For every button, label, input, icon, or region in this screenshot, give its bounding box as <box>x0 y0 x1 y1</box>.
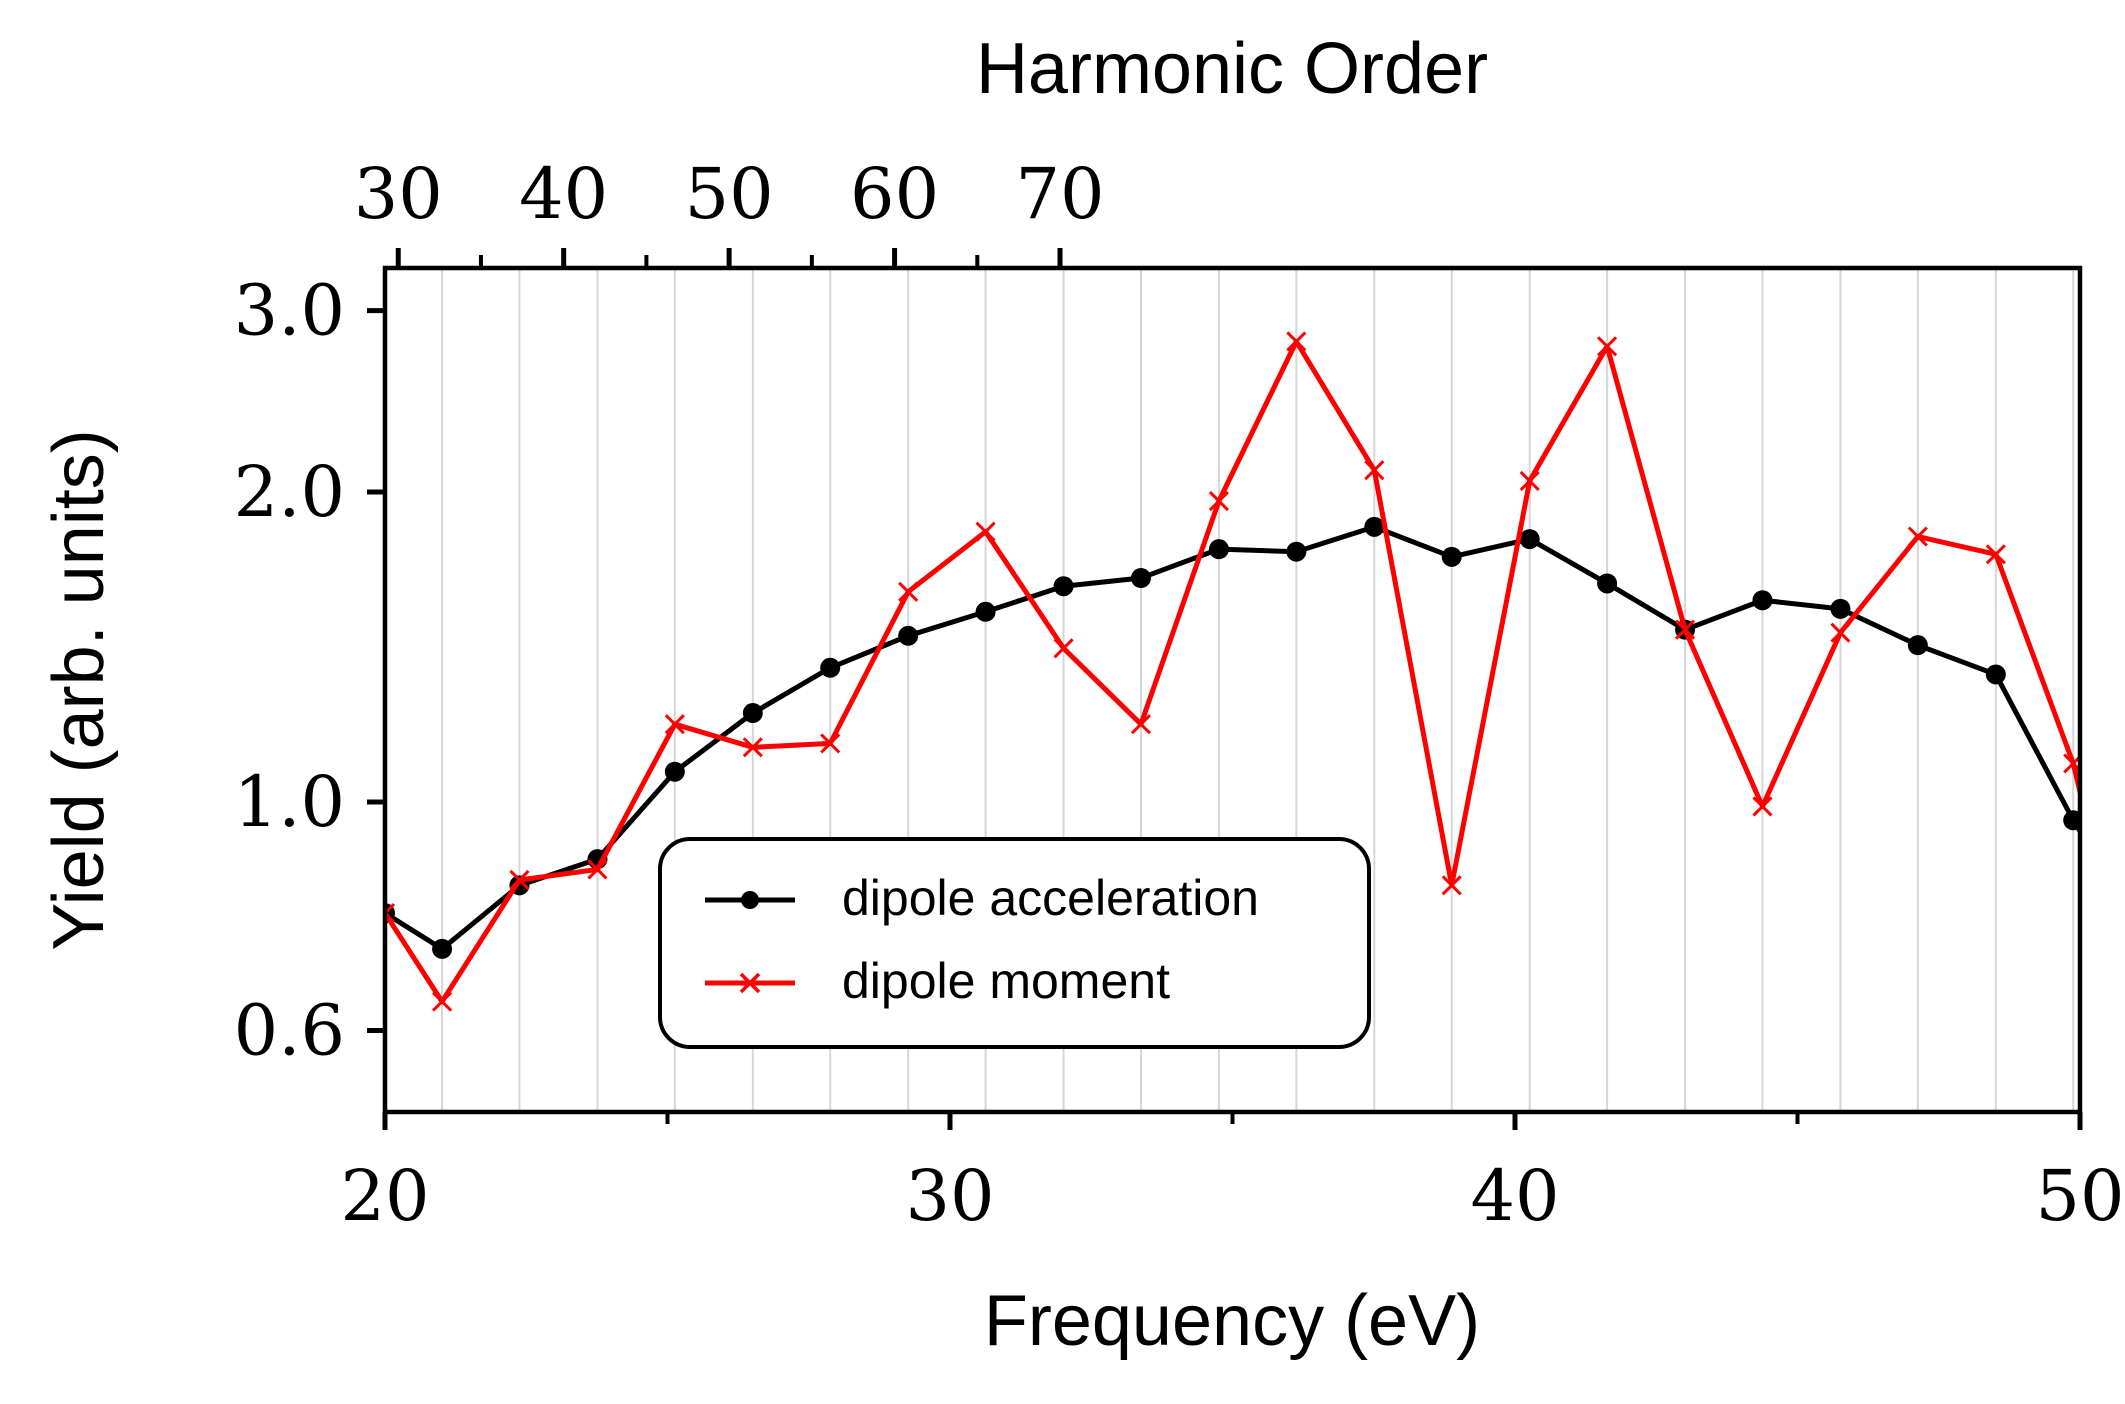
data-point-dipole-moment <box>587 859 608 880</box>
legend-label-dipole-moment: dipole moment <box>842 953 1170 1009</box>
data-point-dipole-moment <box>1752 796 1773 817</box>
data-point-dipole-moment <box>1441 875 1462 896</box>
x-tick-label: 30 <box>905 1155 994 1237</box>
data-point-dipole-moment <box>1985 544 2006 565</box>
data-point-dipole-acceleration <box>432 938 453 959</box>
top-tick-label: 60 <box>850 153 939 235</box>
x-tick-label: 50 <box>2035 1155 2124 1237</box>
data-point-dipole-moment <box>1208 490 1230 512</box>
data-point-dipole-moment <box>1674 619 1696 640</box>
y-tick-label: 1.0 <box>234 761 345 843</box>
y-axis-label: Yield (arb. units) <box>39 429 119 951</box>
data-point-dipole-moment <box>1130 714 1152 735</box>
legend-label-dipole-acceleration: dipole acceleration <box>842 870 1259 926</box>
top-tick-label: 30 <box>354 153 443 235</box>
data-point-dipole-acceleration <box>898 625 919 646</box>
data-point-dipole-acceleration <box>1985 664 2006 685</box>
data-point-dipole-moment <box>975 521 996 542</box>
data-point-dipole-acceleration <box>1441 546 1462 567</box>
data-point-dipole-moment <box>509 869 530 891</box>
y-tick-label: 2.0 <box>234 451 345 533</box>
data-point-dipole-moment <box>1519 470 1540 491</box>
data-point-dipole-acceleration <box>1597 573 1618 594</box>
data-point-dipole-acceleration <box>1907 635 1928 656</box>
data-point-dipole-acceleration <box>742 703 763 724</box>
y-tick-label: 3.0 <box>234 270 345 352</box>
data-point-dipole-moment <box>1053 638 1074 659</box>
top-tick-label: 40 <box>519 153 608 235</box>
data-point-dipole-moment <box>1597 336 1618 357</box>
grid-lines <box>441 268 2075 1112</box>
legend: dipole acceleration dipole moment <box>658 837 1371 1049</box>
data-point-dipole-acceleration <box>1286 541 1307 562</box>
data-point-dipole-acceleration <box>1830 598 1851 619</box>
data-point-dipole-moment <box>385 903 396 924</box>
legend-marker-dipole-acceleration <box>741 891 759 909</box>
data-point-dipole-acceleration <box>664 761 685 782</box>
data-point-dipole-acceleration <box>1752 590 1773 611</box>
data-point-dipole-acceleration <box>1364 516 1385 537</box>
data-point-dipole-moment <box>432 991 453 1012</box>
data-point-dipole-acceleration <box>1519 529 1540 550</box>
series-line-dipole-moment <box>385 338 2080 1005</box>
x-axis-label: Frequency (eV) <box>984 1281 1480 1361</box>
top-tick-label: 50 <box>685 153 774 235</box>
data-point-dipole-moment <box>742 737 763 758</box>
plot-series <box>385 331 2101 1012</box>
data-point-dipole-moment <box>820 733 841 754</box>
data-point-dipole-acceleration <box>2063 810 2080 831</box>
axis-ticks: 20 30 40 500.61.02.03.030 40 50 60 70 <box>234 153 2125 1237</box>
data-point-dipole-moment <box>1830 622 1851 643</box>
data-point-dipole-acceleration <box>1208 539 1229 560</box>
data-point-dipole-moment <box>1364 460 1385 481</box>
data-point-dipole-acceleration <box>975 601 996 622</box>
data-point-dipole-acceleration <box>1053 576 1074 597</box>
top-axis-label: Harmonic Order <box>976 29 1488 109</box>
legend-marker-dipole-moment <box>739 972 761 994</box>
data-point-dipole-moment <box>1907 526 1928 547</box>
legend-box <box>658 837 1371 1049</box>
data-point-dipole-acceleration <box>1130 568 1151 589</box>
data-point-dipole-acceleration <box>820 657 841 678</box>
data-point-dipole-moment <box>898 581 919 602</box>
x-tick-label: 20 <box>340 1155 429 1237</box>
data-point-dipole-acceleration <box>2081 839 2101 859</box>
data-point-dipole-moment <box>664 714 685 735</box>
data-point-dipole-moment <box>1286 331 1307 352</box>
y-tick-label: 0.6 <box>234 989 345 1071</box>
data-point-dipole-moment <box>2082 830 2100 848</box>
top-tick-label: 70 <box>1015 153 1104 235</box>
x-tick-label: 40 <box>1470 1155 1559 1237</box>
